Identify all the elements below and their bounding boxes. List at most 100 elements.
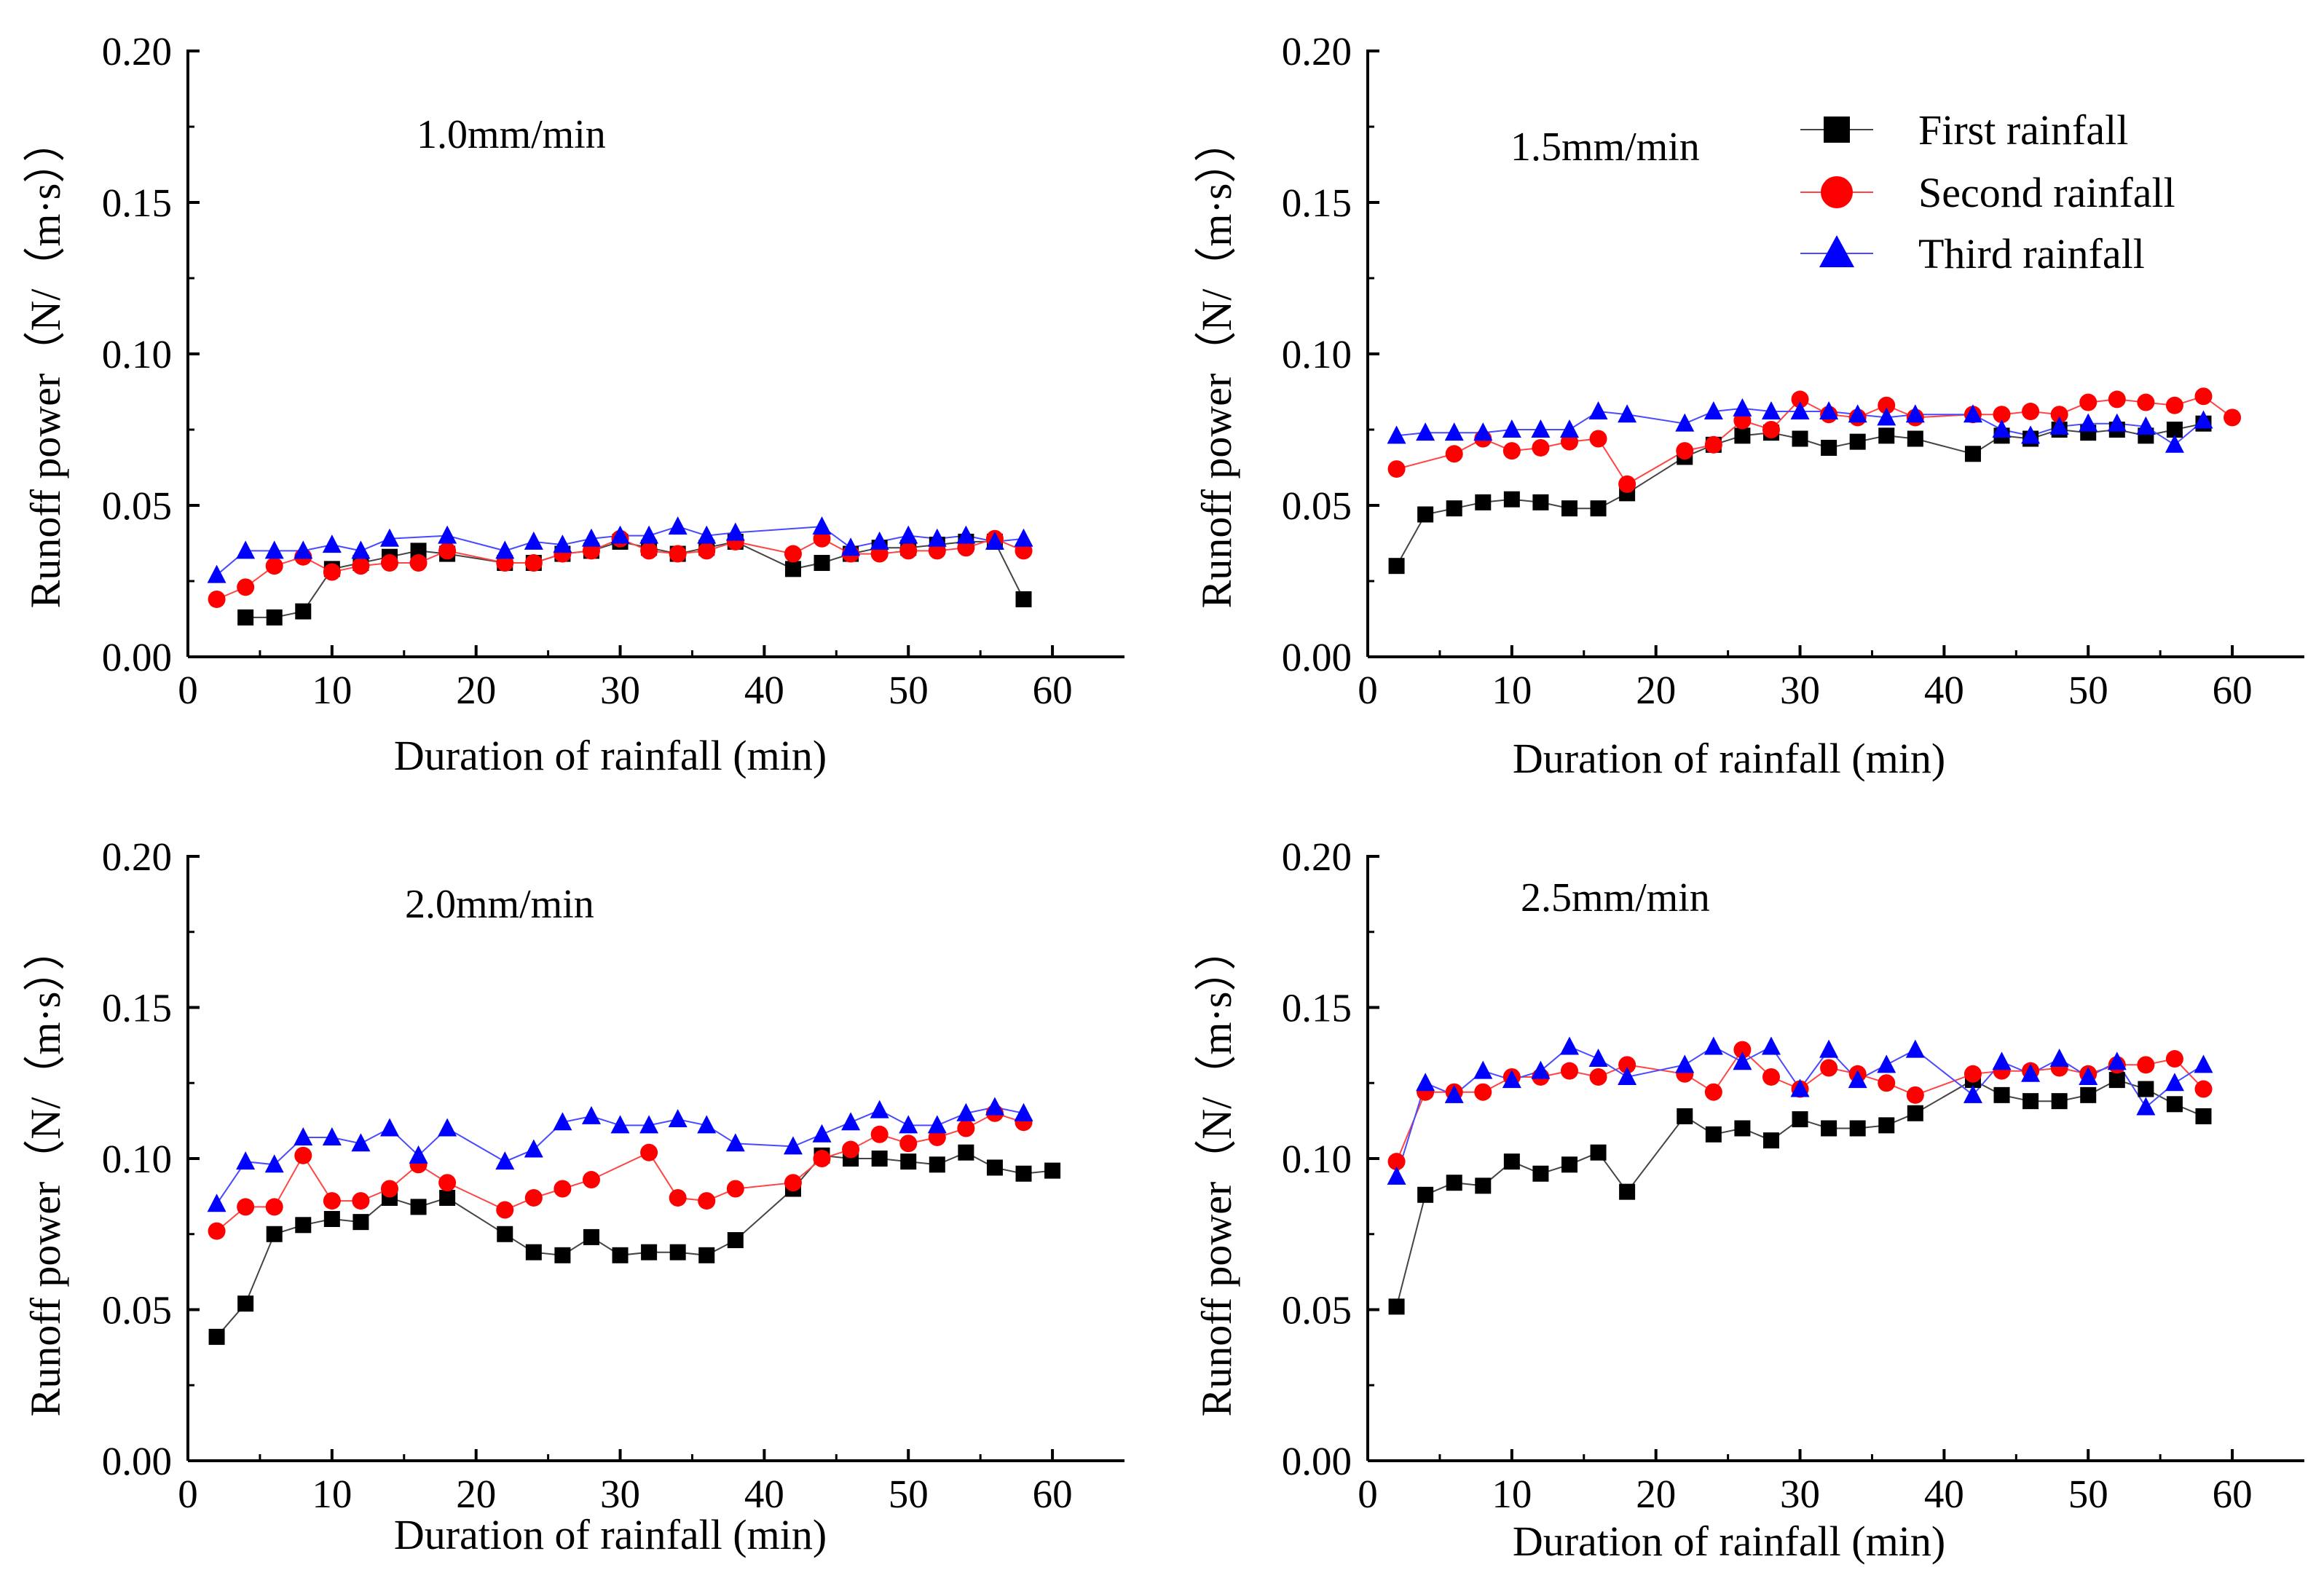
data-point-second bbox=[1532, 438, 1550, 457]
x-tick-label: 30 bbox=[600, 1472, 640, 1516]
data-point-third bbox=[2136, 1097, 2156, 1116]
data-point-first bbox=[2166, 1096, 2183, 1113]
x-tick-label: 50 bbox=[889, 1472, 929, 1516]
data-point-third bbox=[841, 537, 861, 556]
data-point-second bbox=[1733, 1041, 1752, 1059]
data-point-third bbox=[899, 1115, 918, 1134]
data-point-third bbox=[294, 540, 313, 559]
legend-entry-second: Second rainfall bbox=[1800, 169, 2175, 216]
legend-entry-third: Third rainfall bbox=[1800, 230, 2145, 277]
panel-2-5mm: 2.5mm/min Duration of rainfall (min) Run… bbox=[1193, 835, 2304, 1565]
data-point-third bbox=[1473, 422, 1493, 441]
data-point-first bbox=[1446, 500, 1462, 517]
data-point-third bbox=[725, 1133, 745, 1152]
data-point-third bbox=[1877, 1054, 1896, 1073]
data-point-third bbox=[985, 531, 1004, 550]
panel-2-0mm: 2.0mm/min Duration of rainfall (min) Run… bbox=[22, 835, 1124, 1558]
data-point-second bbox=[1963, 1065, 1982, 1083]
panel-title: 2.0mm/min bbox=[405, 882, 594, 927]
data-point-third bbox=[322, 1127, 342, 1145]
data-point-third bbox=[236, 540, 256, 559]
data-point-first bbox=[2022, 1093, 2039, 1110]
data-point-second bbox=[265, 557, 283, 575]
data-point-third bbox=[1819, 1039, 1839, 1058]
data-point-first bbox=[641, 1244, 658, 1260]
data-point-third bbox=[1992, 1052, 2012, 1070]
x-tick-label: 0 bbox=[178, 668, 198, 712]
data-point-third bbox=[1618, 404, 1637, 423]
data-point-second bbox=[352, 1192, 370, 1210]
data-point-second bbox=[294, 1146, 312, 1164]
data-point-third bbox=[812, 1124, 832, 1143]
data-point-first bbox=[295, 1217, 312, 1234]
x-tick-label: 60 bbox=[1033, 1472, 1073, 1516]
data-point-second bbox=[438, 542, 457, 560]
data-point-third bbox=[1014, 528, 1033, 547]
data-point-second bbox=[208, 590, 226, 608]
x-tick-label: 30 bbox=[1780, 668, 1820, 712]
data-point-third bbox=[927, 528, 947, 547]
data-point-second bbox=[1820, 1059, 1838, 1077]
data-point-third bbox=[409, 1145, 428, 1164]
data-point-second bbox=[1906, 1086, 1924, 1104]
data-point-first bbox=[1590, 1144, 1607, 1161]
data-point-second bbox=[323, 563, 341, 581]
x-tick-label: 20 bbox=[456, 1472, 496, 1516]
panel-1-0mm: 1.0mm/min Duration of rainfall (min) Run… bbox=[22, 29, 1124, 779]
y-tick-label: 0.15 bbox=[102, 181, 172, 225]
data-point-third bbox=[2194, 410, 2213, 429]
data-point-third bbox=[1963, 404, 1982, 423]
data-point-first bbox=[612, 1247, 629, 1263]
y-tick-label: 0.05 bbox=[102, 1288, 172, 1333]
x-tick-label: 10 bbox=[312, 668, 352, 712]
data-point-third bbox=[1588, 401, 1608, 420]
data-point-second bbox=[1993, 406, 2011, 424]
data-point-second bbox=[1589, 430, 1607, 448]
y-tick-label: 0.05 bbox=[1282, 484, 1352, 528]
data-point-first bbox=[1446, 1175, 1462, 1191]
data-point-first bbox=[698, 1247, 715, 1263]
data-point-second bbox=[265, 1198, 283, 1216]
data-point-first bbox=[1878, 1117, 1895, 1134]
data-point-third bbox=[697, 525, 717, 544]
data-point-third bbox=[1588, 1049, 1608, 1068]
data-point-second bbox=[1762, 1068, 1780, 1086]
data-point-first bbox=[583, 1228, 599, 1245]
data-point-first bbox=[2166, 422, 2183, 438]
x-axis-title: Duration of rainfall (min) bbox=[1513, 1518, 1945, 1565]
data-point-second bbox=[1762, 421, 1780, 438]
data-point-second bbox=[524, 1188, 543, 1207]
data-point-second bbox=[496, 1201, 514, 1219]
data-point-second bbox=[870, 1125, 889, 1143]
data-point-third bbox=[870, 531, 889, 550]
data-point-third bbox=[294, 1127, 313, 1145]
data-point-second bbox=[237, 578, 255, 596]
data-point-third bbox=[2107, 1052, 2127, 1070]
data-point-first bbox=[1964, 446, 1981, 462]
data-point-third bbox=[379, 528, 399, 547]
data-point-second bbox=[2050, 406, 2068, 424]
data-point-second bbox=[2108, 390, 2126, 409]
data-point-second bbox=[1502, 442, 1521, 460]
x-tick-label: 60 bbox=[2213, 1472, 2253, 1516]
legend-circle-marker bbox=[1821, 176, 1853, 208]
data-point-third bbox=[2079, 1066, 2098, 1085]
y-tick-label: 0.20 bbox=[102, 29, 172, 74]
data-point-second bbox=[2137, 393, 2155, 411]
data-point-second bbox=[698, 542, 716, 560]
data-point-second bbox=[957, 1119, 975, 1137]
x-tick-label: 0 bbox=[178, 1472, 198, 1516]
x-tick-label: 40 bbox=[1924, 668, 1964, 712]
data-point-third bbox=[1559, 1036, 1579, 1055]
y-tick-label: 0.00 bbox=[1282, 635, 1352, 679]
y-tick-label: 0.00 bbox=[102, 635, 172, 679]
data-point-second bbox=[2022, 403, 2040, 421]
data-point-second bbox=[237, 1198, 255, 1216]
data-point-first bbox=[208, 1328, 225, 1345]
data-point-first bbox=[1821, 1120, 1837, 1137]
y-tick-label: 0.20 bbox=[1282, 29, 1352, 74]
data-point-first bbox=[237, 1295, 254, 1312]
y-axis-title: Runoff power（N/（m·s）） bbox=[1193, 928, 1240, 1417]
data-point-third bbox=[1559, 419, 1579, 438]
x-tick-label: 0 bbox=[1358, 668, 1378, 712]
